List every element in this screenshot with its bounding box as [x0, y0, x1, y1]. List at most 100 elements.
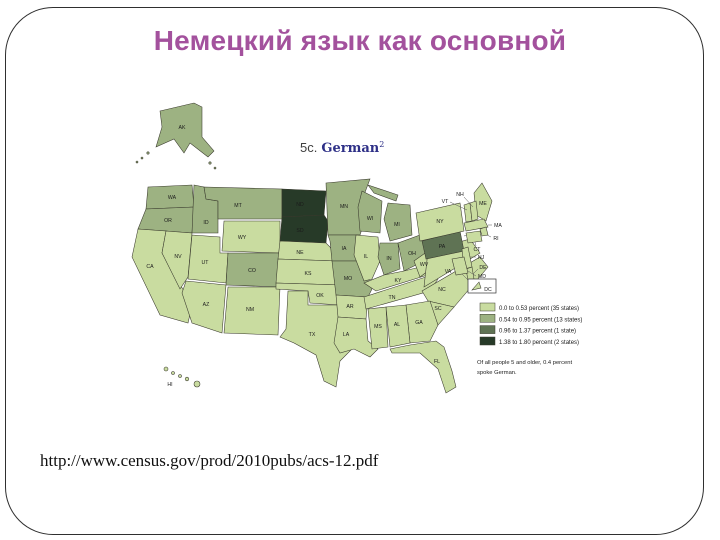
state-shape — [161, 230, 193, 290]
state-shape — [187, 234, 229, 284]
state-shape — [367, 306, 389, 350]
state-label: MD — [478, 274, 486, 280]
leader-line — [474, 241, 477, 247]
state-label: ND — [296, 202, 304, 208]
state-label: DC — [484, 287, 492, 293]
state-label: MN — [340, 204, 348, 210]
state-label: PA — [439, 244, 446, 250]
state-shape — [353, 234, 381, 282]
legend-swatch — [479, 325, 496, 334]
state-shape — [213, 166, 217, 170]
state-label: NH — [456, 192, 464, 198]
state-shape — [367, 184, 399, 202]
state-shape — [155, 102, 215, 158]
state-label: SD — [296, 228, 303, 234]
state-shape — [277, 240, 339, 262]
state-label: KY — [395, 278, 402, 284]
map-footnote-line1: Of all people 5 and older, 0.4 percent — [477, 360, 572, 366]
state-label: WV — [420, 262, 429, 268]
map-footnote-line2: spoke German. — [477, 370, 517, 376]
state-label: WA — [168, 195, 177, 201]
state-label: CT — [474, 247, 482, 253]
state-shape — [135, 160, 139, 164]
state-shape — [385, 304, 411, 348]
state-shape — [415, 202, 465, 242]
legend-swatch — [479, 314, 496, 323]
state-label: CO — [248, 268, 256, 274]
leader-line — [486, 234, 492, 238]
state-shape — [281, 188, 327, 218]
state-label: VT — [442, 199, 449, 205]
state-shape — [184, 376, 190, 382]
state-label: FL — [434, 359, 440, 365]
state-label: NM — [246, 307, 254, 313]
map-legend: 0.0 to 0.53 percent (35 states) 0.54 to … — [479, 302, 582, 346]
state-label: IA — [342, 246, 347, 252]
state-label: LA — [343, 332, 350, 338]
page-title: Немецкий язык как основной — [153, 25, 567, 56]
state-label: IL — [364, 254, 368, 260]
state-shape — [279, 214, 329, 244]
legend-swatch — [479, 336, 496, 346]
state-shape — [357, 190, 383, 234]
state-label: MS — [374, 324, 382, 330]
leader-line — [472, 268, 479, 275]
legend-swatch — [479, 302, 496, 312]
dc-inset-box — [467, 278, 497, 294]
state-shape — [223, 286, 281, 336]
state-label: CA — [146, 264, 154, 270]
source-url: http://www.census.gov/prod/2010pubs/acs-… — [40, 451, 379, 470]
leader-line — [467, 270, 477, 277]
state-shape — [479, 226, 489, 237]
state-label: SC — [434, 306, 441, 312]
state-label: NC — [438, 287, 446, 293]
state-shape — [333, 316, 379, 358]
state-label: IN — [386, 256, 391, 262]
state-label: DE — [479, 265, 487, 271]
state-label: AK — [179, 125, 186, 131]
state-label: KS — [305, 271, 312, 277]
state-shape — [465, 230, 483, 244]
state-shape — [171, 371, 175, 375]
state-label: NE — [296, 250, 304, 256]
state-label: NV — [174, 254, 182, 260]
state-label: WY — [238, 235, 247, 241]
state-label: HI — [167, 382, 172, 388]
legend-label: 0.54 to 0.95 percent (13 states) — [499, 317, 582, 323]
state-label: OH — [408, 251, 416, 257]
legend-label: 0.0 to 0.53 percent (35 states) — [499, 306, 579, 312]
state-label: MT — [234, 203, 242, 209]
state-label: OR — [164, 218, 172, 224]
state-label: AZ — [203, 302, 210, 308]
state-shape — [377, 242, 401, 276]
state-shape — [221, 220, 281, 254]
legend-label: 1.38 to 1.80 percent (2 states) — [499, 340, 579, 346]
state-label: RI — [493, 236, 498, 242]
leader-line — [463, 196, 474, 208]
state-label: WI — [367, 216, 373, 222]
map-title: 5c. German2 — [300, 140, 384, 156]
state-shape — [193, 380, 201, 388]
state-shape — [146, 151, 150, 155]
state-label: ID — [203, 220, 208, 226]
state-label: ME — [479, 201, 487, 207]
state-shape — [181, 280, 227, 334]
state-label: UT — [202, 260, 210, 266]
leader-line — [449, 201, 468, 211]
state-shape — [140, 156, 144, 160]
legend-label: 0.96 to 1.37 percent (1 state) — [499, 329, 576, 335]
state-label: TX — [309, 332, 316, 338]
state-label: TN — [389, 295, 396, 301]
state-label: NY — [436, 219, 444, 225]
state-shape — [463, 218, 489, 232]
state-shape — [208, 161, 212, 165]
state-label: MA — [494, 223, 502, 229]
state-shape — [389, 340, 457, 394]
state-label: VA — [445, 269, 452, 275]
state-label: MO — [344, 276, 352, 282]
dc-arrow-icon — [471, 281, 482, 291]
state-shape — [451, 256, 469, 276]
state-shape — [178, 374, 182, 378]
figure-area: 5c. German2 — [130, 95, 620, 400]
state-label: AR — [346, 304, 353, 310]
